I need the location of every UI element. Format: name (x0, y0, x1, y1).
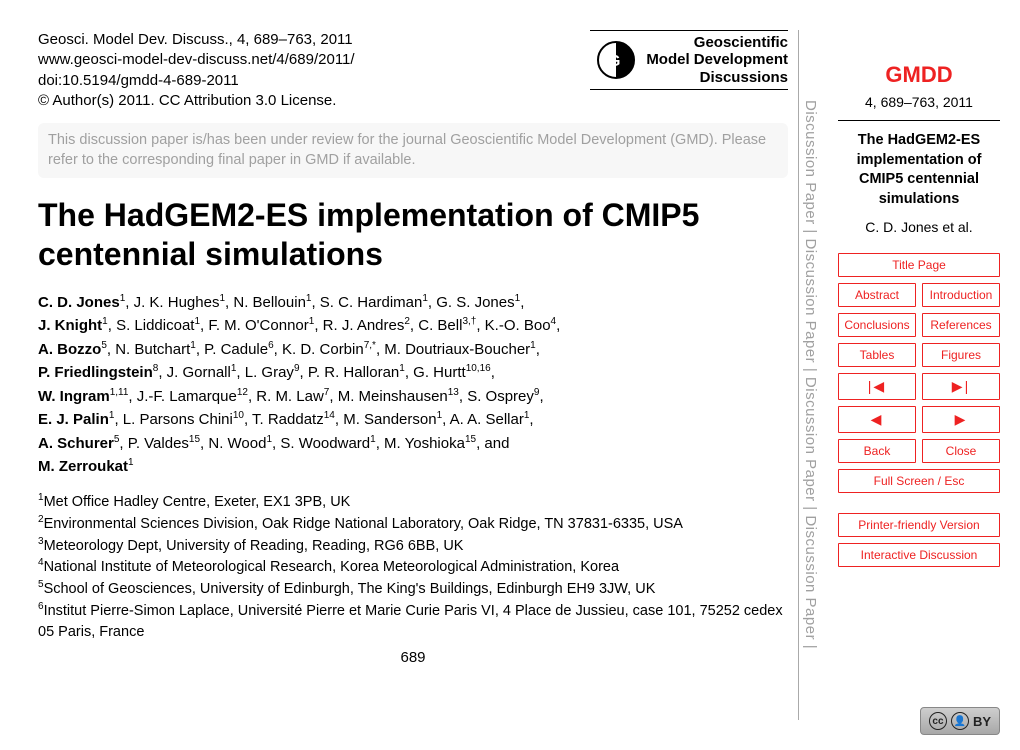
sidebar-divider (838, 120, 1000, 121)
citation-license: © Author(s) 2011. CC Attribution 3.0 Lic… (38, 91, 355, 111)
by-icon: 👤 (951, 712, 969, 730)
cc-by-label: BY (973, 714, 991, 729)
strip-text: Discussion Paper | Discussion Paper | Di… (802, 100, 819, 649)
last-page-button[interactable]: ▶| (922, 373, 1000, 400)
journal-name-line3: Discussions (646, 69, 788, 86)
sidebar-pages: 4, 689–763, 2011 (838, 94, 1000, 110)
sidebar-short-title: The HadGEM2-ES implementation of CMIP5 c… (838, 131, 1000, 209)
citation-doi: doi:10.5194/gmdd-4-689-2011 (38, 71, 355, 91)
sidebar-authors: C. D. Jones et al. (838, 219, 1000, 235)
sidebar-nav: Title Page Abstract Introduction Conclus… (838, 253, 1000, 567)
printer-friendly-button[interactable]: Printer-friendly Version (838, 513, 1000, 537)
citation-line: Geosci. Model Dev. Discuss., 4, 689–763,… (38, 30, 355, 50)
journal-name-line1: Geoscientific (646, 34, 788, 51)
review-note: This discussion paper is/has been under … (38, 123, 788, 178)
journal-abbrev-link[interactable]: GMDD (885, 62, 952, 87)
journal-logo: G Geoscientific Model Development Discus… (590, 30, 788, 94)
discussion-paper-strip: Discussion Paper | Discussion Paper | Di… (798, 30, 822, 720)
title-page-button[interactable]: Title Page (838, 253, 1000, 277)
main-column: Geosci. Model Dev. Discuss., 4, 689–763,… (38, 30, 788, 666)
journal-name-line2: Model Development (646, 51, 788, 68)
citation-url[interactable]: www.geosci-model-dev-discuss.net/4/689/2… (38, 50, 355, 70)
paper-title: The HadGEM2-ES implementation of CMIP5 c… (38, 196, 788, 273)
header-row: Geosci. Model Dev. Discuss., 4, 689–763,… (38, 30, 788, 111)
cc-license-badge[interactable]: cc 👤 BY (920, 707, 1000, 735)
prev-page-button[interactable]: ◀ (838, 406, 916, 433)
fullscreen-button[interactable]: Full Screen / Esc (838, 469, 1000, 493)
cc-icon: cc (929, 712, 947, 730)
close-button[interactable]: Close (922, 439, 1000, 463)
figures-button[interactable]: Figures (922, 343, 1000, 367)
page-number: 689 (38, 649, 788, 666)
tables-button[interactable]: Tables (838, 343, 916, 367)
introduction-button[interactable]: Introduction (922, 283, 1000, 307)
interactive-discussion-button[interactable]: Interactive Discussion (838, 543, 1000, 567)
affiliation-list: 1Met Office Hadley Centre, Exeter, EX1 3… (38, 491, 788, 643)
sidebar: GMDD 4, 689–763, 2011 The HadGEM2-ES imp… (838, 62, 1000, 567)
conclusions-button[interactable]: Conclusions (838, 313, 916, 337)
egu-logo-icon: G (596, 40, 636, 80)
references-button[interactable]: References (922, 313, 1000, 337)
author-list: C. D. Jones1, J. K. Hughes1, N. Bellouin… (38, 291, 788, 479)
first-page-button[interactable]: |◀ (838, 373, 916, 400)
citation-block: Geosci. Model Dev. Discuss., 4, 689–763,… (38, 30, 355, 111)
svg-text:G: G (608, 53, 620, 70)
next-page-button[interactable]: ▶ (922, 406, 1000, 433)
back-button[interactable]: Back (838, 439, 916, 463)
abstract-button[interactable]: Abstract (838, 283, 916, 307)
